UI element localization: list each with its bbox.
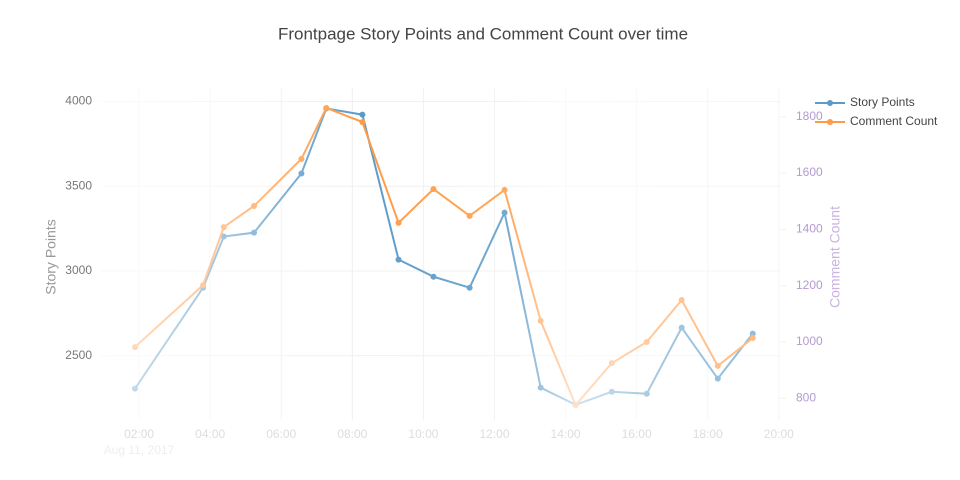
point [430,273,437,280]
point [501,186,508,193]
point [359,111,366,118]
point [466,284,473,291]
point [643,390,650,397]
x-tick-label: 10:00 [408,427,438,441]
chart-title: Frontpage Story Points and Comment Count… [278,24,688,43]
legend-label: Story Points [850,95,915,109]
point [537,384,544,391]
point [395,219,402,226]
point [220,224,227,231]
x-tick-label: 20:00 [764,427,794,441]
point [131,385,138,392]
point [608,360,615,367]
x-tick-label: 14:00 [551,427,581,441]
point [359,119,366,126]
point [714,375,721,382]
legend-label: Comment Count [850,114,938,128]
x-tick-label: 18:00 [693,427,723,441]
point [323,104,330,111]
y2-tick-label: 1400 [796,222,823,236]
point [608,388,615,395]
x-date-label: Aug 11, 2017 [104,443,175,457]
legend-marker [827,100,833,106]
point [678,324,685,331]
point [251,202,258,209]
point [298,170,305,177]
point [537,317,544,324]
fade-overlay [100,88,782,424]
point [572,402,579,409]
y-tick-label: 4000 [65,94,92,108]
x-tick-label: 16:00 [622,427,652,441]
point [251,229,258,236]
x-tick-label: 04:00 [195,427,225,441]
point [643,338,650,345]
y2-tick-label: 1800 [796,109,823,123]
point [501,209,508,216]
y-axis-label: Story Points [43,219,59,294]
point [749,335,756,342]
point [678,297,685,304]
line [134,106,754,407]
point [200,282,207,289]
point [430,186,437,193]
y2-tick-label: 1600 [796,165,823,179]
legend-marker [827,119,833,125]
y2-axis-label: Comment Count [827,206,843,308]
x-tick-label: 02:00 [124,427,154,441]
point [131,344,138,351]
y-tick-label: 3500 [65,178,92,192]
y2-tick-label: 800 [796,390,816,404]
y-tick-label: 3000 [65,263,92,277]
x-tick-label: 06:00 [266,427,296,441]
x-tick-label: 08:00 [337,427,367,441]
line [134,107,754,406]
y2-tick-label: 1200 [796,278,823,292]
point [466,212,473,219]
point [714,362,721,369]
series [131,105,756,408]
x-tick-label: 12:00 [479,427,509,441]
point [395,256,402,263]
point [298,155,305,162]
y2-tick-label: 1000 [796,334,823,348]
y-tick-label: 2500 [65,348,92,362]
